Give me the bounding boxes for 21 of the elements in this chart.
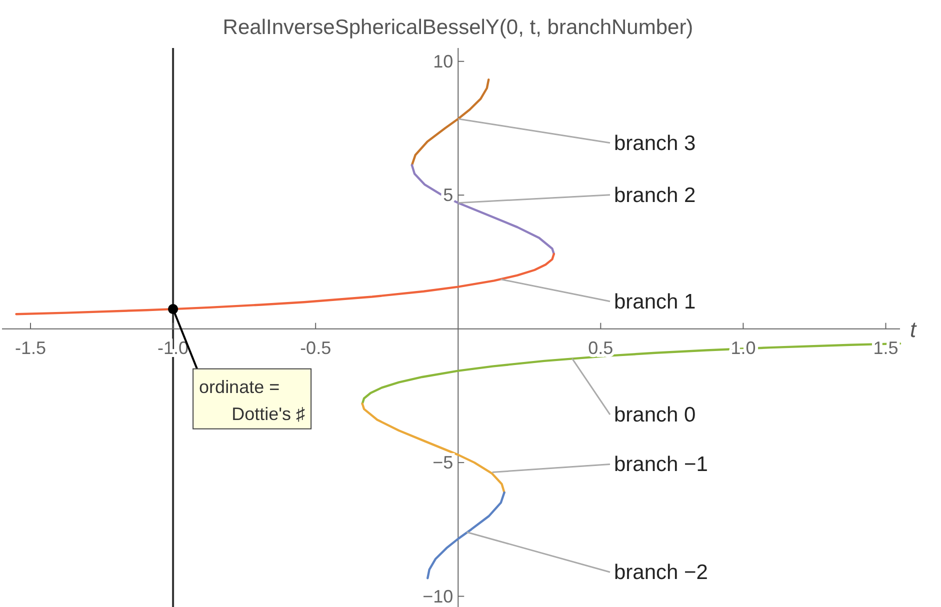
y-tick-label: −5	[432, 452, 454, 473]
annotation: branch −1	[614, 453, 708, 476]
x-tick-label: -0.5	[300, 338, 332, 358]
annotation: branch 0	[614, 404, 696, 427]
x-axis-title: t	[910, 316, 917, 342]
annotation: branch 3	[614, 132, 696, 155]
x-tick-label: 0.5	[588, 338, 614, 358]
annotation: ordinate = Dottie's ♯	[199, 376, 306, 424]
annotation: branch 2	[614, 184, 696, 207]
line-series	[410, 78, 490, 166]
chart-title: RealInverseSphericalBesselY(0, t, branchNumber)	[222, 16, 694, 39]
line-series	[361, 402, 506, 494]
line-series	[15, 252, 556, 316]
line-series	[410, 164, 556, 256]
y-tick-label: 10	[433, 51, 454, 72]
line-series	[426, 491, 506, 580]
annotation: branch −2	[614, 561, 708, 584]
x-tick-label: -1.5	[14, 338, 46, 358]
line-series	[361, 342, 902, 405]
y-tick-label: −10	[422, 586, 454, 606]
annotation: branch 1	[614, 290, 696, 314]
